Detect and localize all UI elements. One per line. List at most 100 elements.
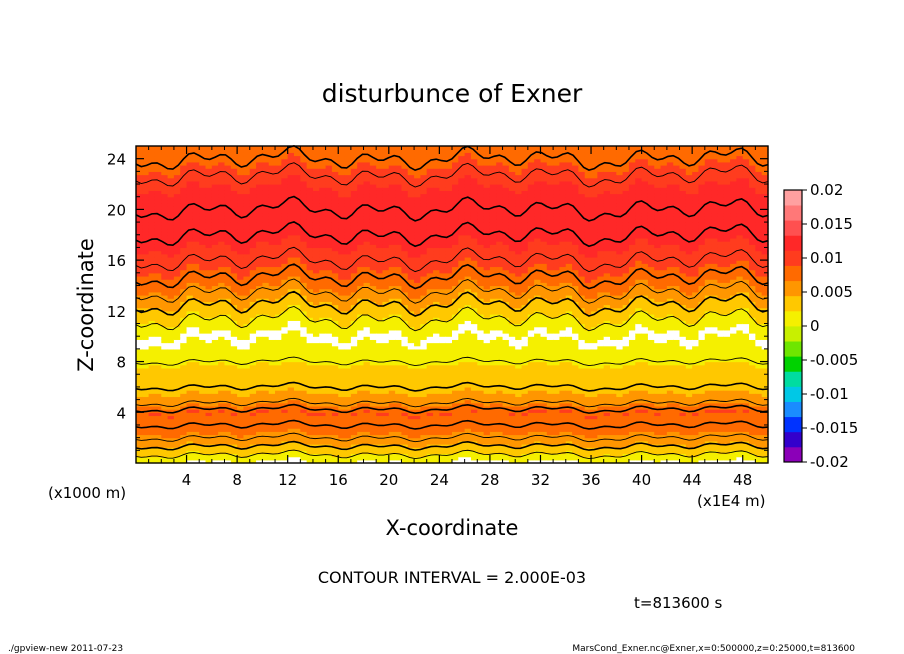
field-cell bbox=[230, 206, 238, 210]
field-cell bbox=[230, 310, 238, 315]
field-cell bbox=[237, 263, 245, 268]
field-cell bbox=[433, 459, 440, 464]
field-cell bbox=[445, 393, 453, 398]
field-cell bbox=[268, 184, 276, 188]
field-cell bbox=[243, 333, 251, 337]
field-cell bbox=[268, 228, 276, 233]
field-cell bbox=[211, 418, 219, 423]
field-cell bbox=[218, 275, 226, 280]
field-cell bbox=[357, 171, 365, 176]
field-cell bbox=[395, 291, 403, 296]
field-cell bbox=[312, 310, 320, 315]
field-cell bbox=[218, 424, 226, 429]
field-cell bbox=[268, 424, 276, 429]
field-cell bbox=[369, 269, 377, 274]
field-cell bbox=[331, 377, 339, 382]
field-cell bbox=[281, 393, 289, 398]
field-cell bbox=[237, 336, 245, 340]
field-cell bbox=[306, 155, 314, 160]
field-cell bbox=[407, 228, 415, 233]
field-cell bbox=[306, 231, 314, 236]
field-cell bbox=[237, 294, 245, 299]
field-cell bbox=[148, 383, 156, 388]
field-cell bbox=[218, 377, 226, 382]
field-cell bbox=[294, 405, 301, 410]
field-cell bbox=[357, 199, 365, 204]
field-cell bbox=[154, 428, 162, 432]
field-cell bbox=[186, 180, 194, 185]
field-cell bbox=[306, 345, 314, 350]
field-cell bbox=[319, 424, 327, 429]
field-cell bbox=[268, 323, 276, 328]
field-cell bbox=[338, 282, 346, 287]
field-cell bbox=[192, 304, 200, 309]
field-cell bbox=[382, 440, 390, 445]
field-cell bbox=[287, 256, 295, 261]
field-cell bbox=[237, 225, 245, 230]
field-cell bbox=[211, 307, 219, 312]
field-cell bbox=[445, 412, 453, 417]
field-cell bbox=[395, 437, 403, 442]
field-cell bbox=[395, 380, 403, 385]
field-cell bbox=[376, 190, 384, 195]
field-cell bbox=[369, 193, 377, 198]
field-cell bbox=[445, 294, 453, 299]
field-cell bbox=[136, 329, 143, 334]
field-cell bbox=[376, 237, 384, 242]
field-cell bbox=[439, 447, 447, 451]
field-cell bbox=[376, 345, 384, 350]
field-cell bbox=[275, 431, 282, 436]
field-cell bbox=[300, 174, 308, 179]
field-cell bbox=[173, 155, 181, 160]
field-cell bbox=[136, 228, 143, 233]
field-cell bbox=[154, 304, 162, 309]
field-cell bbox=[357, 342, 365, 347]
field-cell bbox=[439, 193, 447, 198]
field-cell bbox=[331, 256, 339, 261]
field-cell bbox=[306, 301, 314, 306]
field-cell bbox=[224, 358, 232, 363]
field-cell bbox=[420, 263, 428, 268]
field-cell bbox=[148, 184, 156, 188]
field-cell bbox=[192, 193, 200, 198]
field-cell bbox=[180, 269, 188, 274]
field-cell bbox=[205, 421, 213, 426]
field-cell bbox=[230, 234, 238, 239]
field-cell bbox=[136, 190, 143, 195]
field-cell bbox=[256, 146, 263, 150]
field-cell bbox=[224, 285, 232, 290]
field-cell bbox=[382, 320, 390, 325]
field-cell bbox=[287, 177, 295, 182]
field-cell bbox=[382, 272, 390, 277]
field-cell bbox=[331, 342, 339, 347]
field-cell bbox=[325, 459, 333, 464]
field-cell bbox=[224, 152, 232, 157]
field-cell bbox=[407, 336, 415, 340]
field-cell bbox=[224, 199, 232, 204]
field-cell bbox=[445, 380, 453, 385]
field-cell bbox=[161, 206, 169, 210]
field-cell bbox=[161, 282, 169, 287]
field-cell bbox=[224, 386, 232, 391]
field-cell bbox=[395, 263, 403, 268]
field-cell bbox=[325, 396, 333, 401]
field-cell bbox=[306, 215, 314, 220]
field-cell bbox=[357, 282, 365, 287]
field-cell bbox=[331, 275, 339, 280]
field-cell bbox=[180, 418, 188, 423]
field-cell bbox=[300, 314, 308, 318]
field-cell bbox=[180, 361, 188, 366]
field-cell bbox=[173, 329, 181, 334]
field-cell bbox=[262, 371, 270, 375]
field-cell bbox=[243, 459, 251, 464]
field-cell bbox=[294, 250, 301, 255]
field-cell bbox=[388, 260, 396, 264]
field-cell bbox=[262, 355, 270, 359]
field-cell bbox=[306, 409, 314, 413]
field-cell bbox=[243, 247, 251, 252]
field-cell bbox=[325, 409, 333, 413]
field-cell bbox=[268, 415, 276, 420]
field-cell bbox=[218, 447, 226, 451]
field-cell bbox=[180, 348, 188, 353]
field-cell bbox=[161, 152, 169, 157]
